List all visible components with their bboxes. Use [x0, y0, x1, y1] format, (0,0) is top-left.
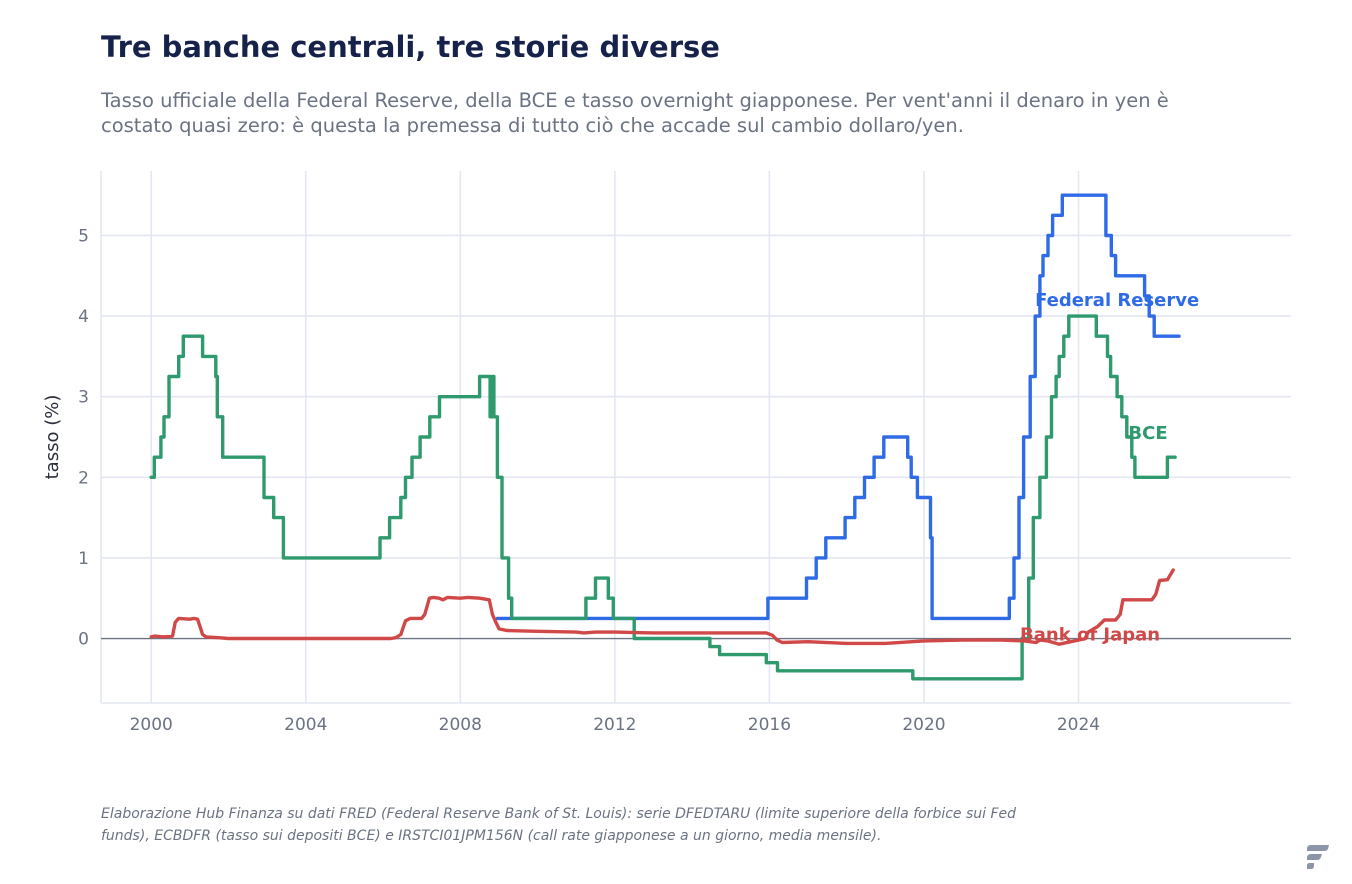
- y-tick-label: 2: [78, 468, 89, 488]
- x-tick-label: 2004: [284, 715, 327, 735]
- y-tick-label: 1: [78, 549, 89, 569]
- brand-logo-icon: [1306, 845, 1330, 875]
- x-tick-label: 2024: [1057, 715, 1100, 735]
- y-tick-label: 5: [78, 226, 89, 246]
- y-tick-label: 0: [78, 630, 89, 650]
- y-tick-label: 4: [78, 307, 89, 327]
- series-line-0: [495, 193, 1181, 621]
- x-tick-label: 2000: [130, 715, 173, 735]
- series-label-1: BCE: [1128, 423, 1167, 444]
- x-tick-label: 2008: [439, 715, 482, 735]
- rate-chart: 2000 2004 2008 2012 2016 2020 2024 0 1 2 3 4 5 Feder…: [42, 171, 1291, 735]
- y-axis-label: tasso (%): [42, 395, 63, 480]
- source-note: Elaborazione Hub Finanza su dati FRED (F…: [101, 806, 1017, 844]
- x-tick-label: 2012: [593, 715, 636, 735]
- x-tick-label: 2020: [902, 715, 945, 735]
- series-label-0: Federal Reserve: [1035, 290, 1199, 311]
- series-label-2: Bank of Japan: [1020, 624, 1160, 645]
- series-line-2: [149, 568, 1175, 646]
- chart-title: Tre banche centrali, tre storie diverse: [101, 30, 720, 64]
- y-tick-label: 3: [78, 388, 89, 408]
- series-line-1: [149, 314, 1177, 681]
- chart-subtitle: Tasso ufficiale della Federal Reserve, d…: [101, 89, 1169, 137]
- x-tick-label: 2016: [748, 715, 791, 735]
